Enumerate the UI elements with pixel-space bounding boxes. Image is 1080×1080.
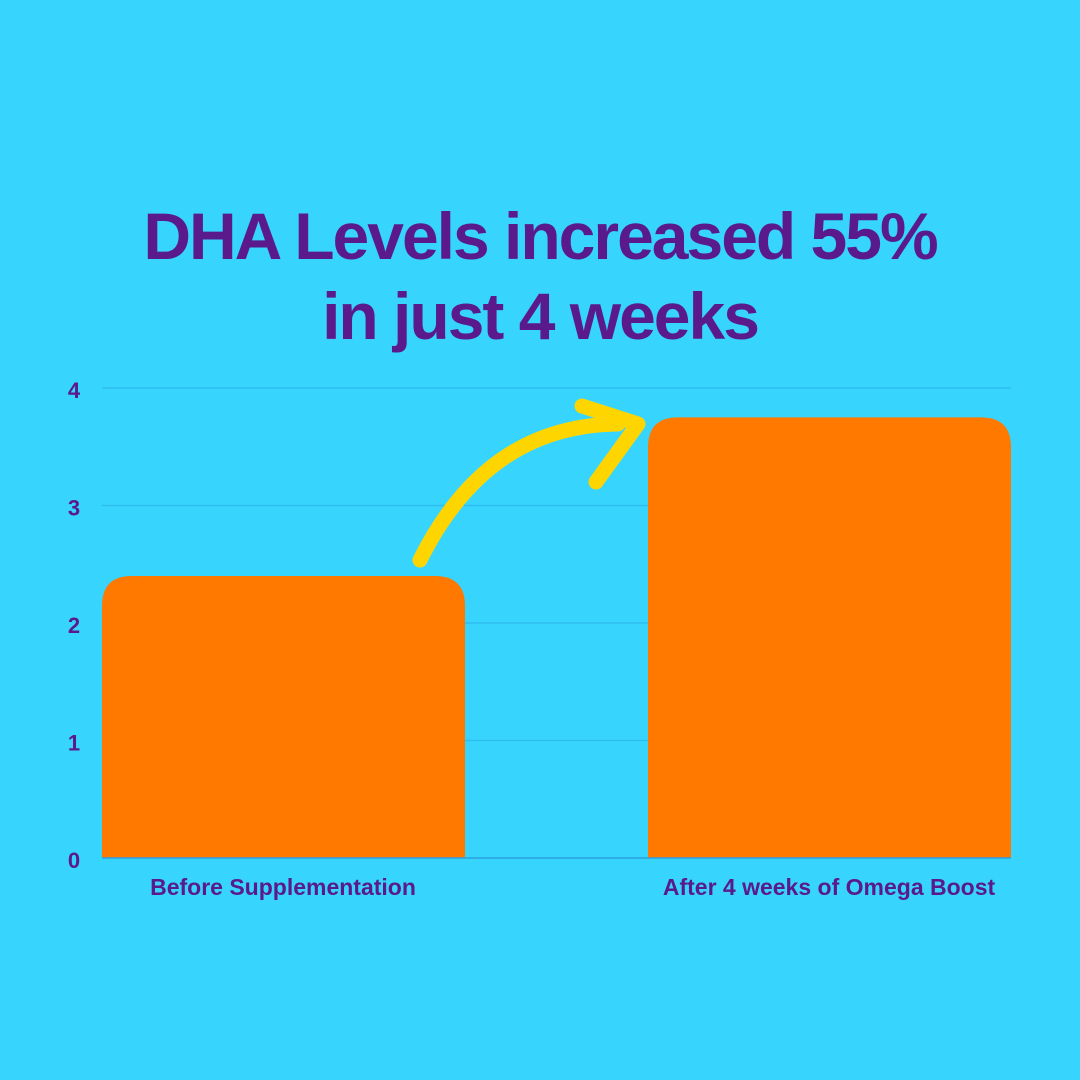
arrow-curve [412,416,626,568]
y-tick-label-3: 3 [68,496,80,521]
y-tick-label-4: 4 [68,378,81,403]
arrow-head [574,398,646,490]
y-tick-label-2: 2 [68,613,80,638]
chart-title: DHA Levels increased 55% in just 4 weeks [0,196,1080,356]
x-category-label-0: Before Supplementation [150,874,416,900]
bar-after [648,417,1011,858]
x-category-label-1: After 4 weeks of Omega Boost [663,874,996,900]
y-tick-label-0: 0 [68,848,80,873]
chart-title-line-1: DHA Levels increased 55% [143,199,938,273]
bar-before [102,576,465,858]
chart-title-line-2: in just 4 weeks [322,279,760,353]
y-tick-label-1: 1 [68,731,80,756]
